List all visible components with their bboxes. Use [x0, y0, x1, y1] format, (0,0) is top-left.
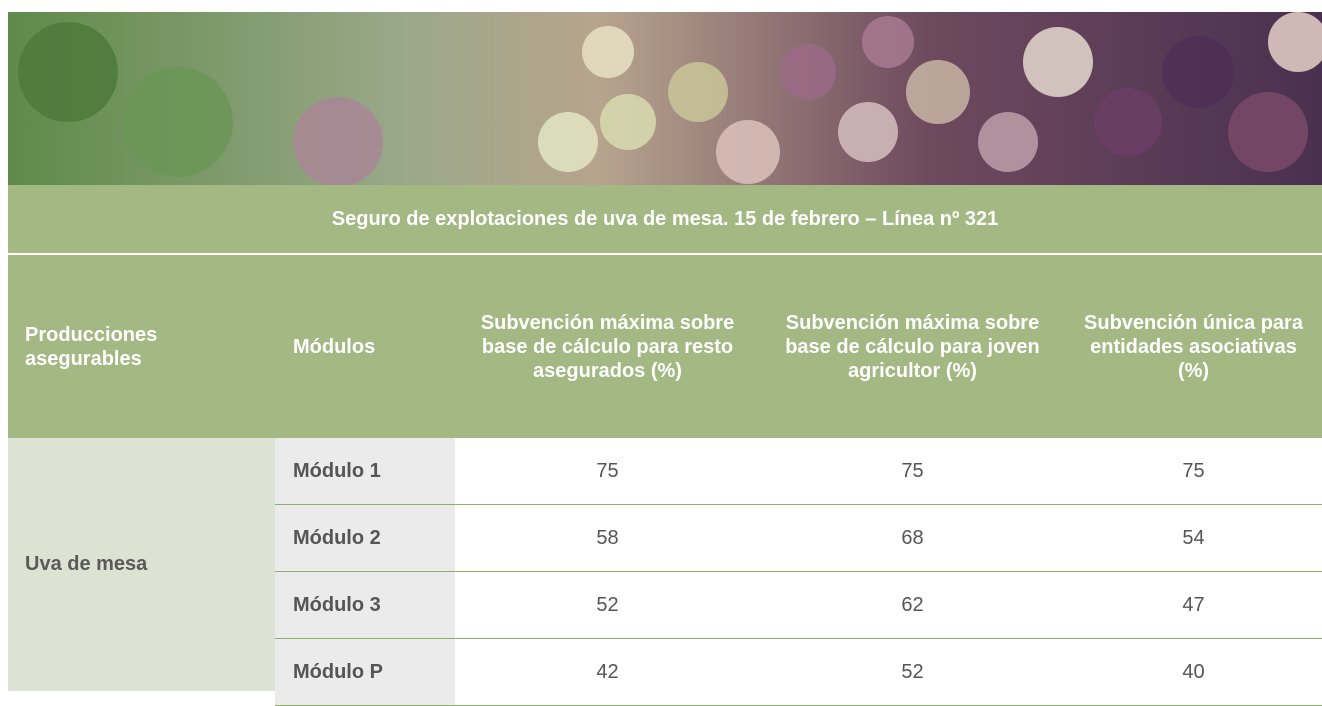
- table-title: Seguro de explotaciones de uva de mesa. …: [8, 185, 1322, 255]
- product-cell: Uva de mesa: [8, 438, 275, 691]
- value-cell: 52: [760, 639, 1065, 706]
- column-header: Subvención única para entidades asociati…: [1065, 255, 1322, 438]
- value-cell: 75: [760, 438, 1065, 505]
- value-cell: 40: [1065, 639, 1322, 706]
- column-header: Módulos: [275, 255, 455, 438]
- module-cell: Módulo 1: [275, 438, 455, 505]
- module-cell: Módulo P: [275, 639, 455, 706]
- value-cell: 68: [760, 505, 1065, 572]
- value-cell: 75: [1065, 438, 1322, 505]
- banner-image: [8, 12, 1322, 185]
- value-cell: 62: [760, 572, 1065, 639]
- value-cell: 47: [1065, 572, 1322, 639]
- value-cell: 58: [455, 505, 760, 572]
- module-cell: Módulo 2: [275, 505, 455, 572]
- column-header: Producciones asegurables: [8, 255, 275, 438]
- value-cell: 42: [455, 639, 760, 706]
- column-header: Subvención máxima sobre base de cálculo …: [760, 255, 1065, 438]
- value-cell: 52: [455, 572, 760, 639]
- page: Seguro de explotaciones de uva de mesa. …: [0, 0, 1322, 691]
- module-cell: Módulo 3: [275, 572, 455, 639]
- value-cell: 75: [455, 438, 760, 505]
- value-cell: 54: [1065, 505, 1322, 572]
- column-header: Subvención máxima sobre base de cálculo …: [455, 255, 760, 438]
